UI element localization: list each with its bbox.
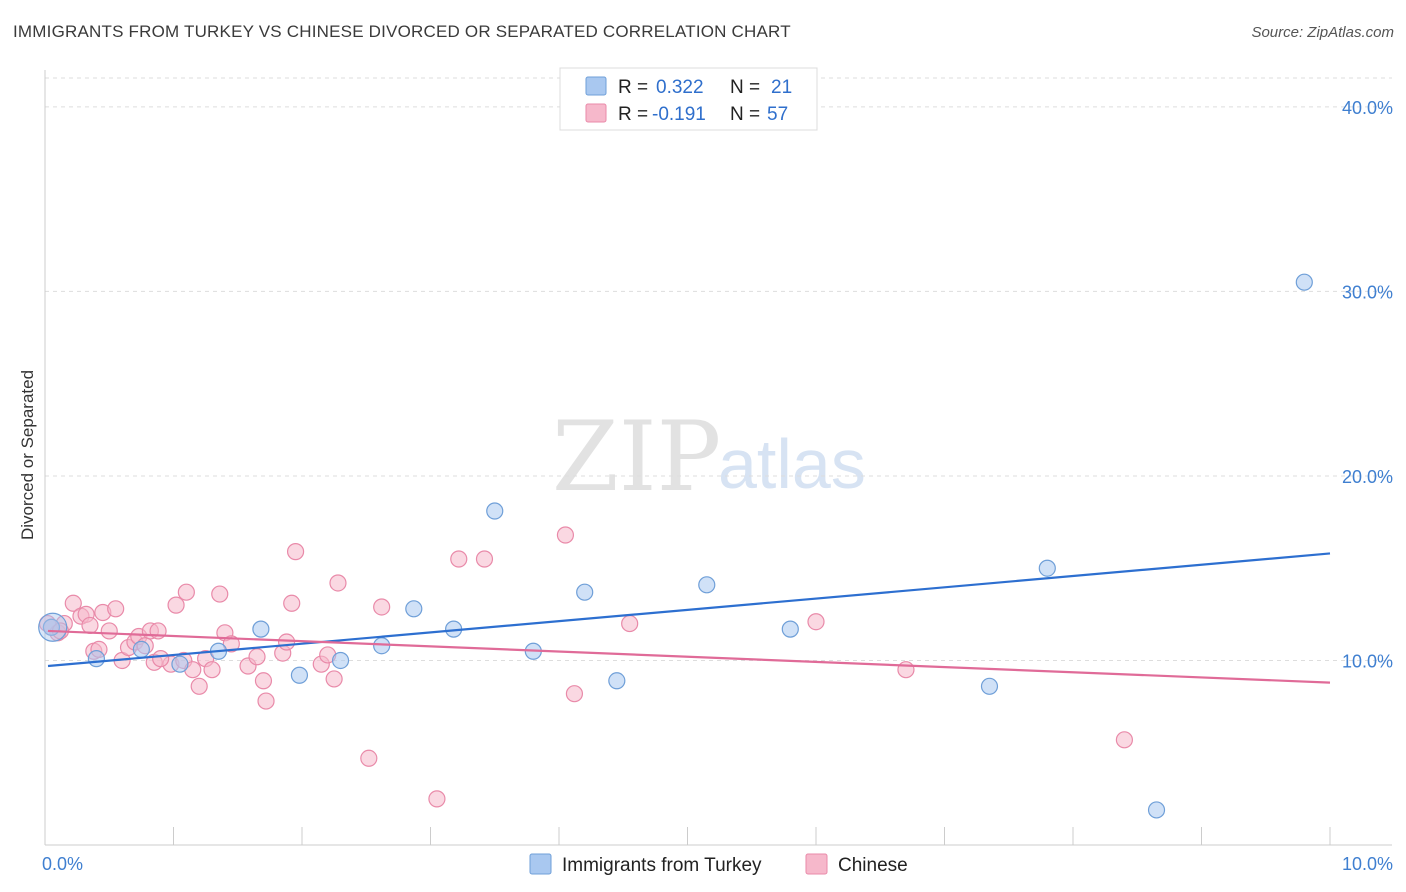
turkey-point-18 xyxy=(1038,559,1056,577)
y-tick-label-1: 20.0% xyxy=(1342,467,1393,487)
chinese-point-30 xyxy=(222,635,240,653)
chinese-point-53 xyxy=(1115,731,1134,749)
series-legend-swatch-chinese xyxy=(805,853,828,875)
legend-n-value-turkey: 21 xyxy=(771,77,792,98)
chinese-point-46 xyxy=(450,550,468,568)
legend-n-value-chinese: 57 xyxy=(767,104,788,125)
turkey-point-14 xyxy=(608,672,626,690)
chinese-point-28 xyxy=(211,585,229,603)
chinese-point-11 xyxy=(107,600,125,618)
chinese-point-27 xyxy=(203,661,221,679)
chinese-point-32 xyxy=(248,648,266,666)
legend-r-value-chinese: -0.191 xyxy=(652,104,706,125)
y-tick-label-3: 40.0% xyxy=(1342,98,1393,118)
chinese-point-44 xyxy=(373,598,391,616)
chinese-point-48 xyxy=(556,526,575,544)
series-legend-label-chinese: Chinese xyxy=(838,855,908,876)
series-legend: Immigrants from Turkey Chinese xyxy=(529,853,908,876)
turkey-point-19 xyxy=(1147,801,1166,819)
y-axis-label: Divorced or Separated xyxy=(18,370,37,540)
chinese-point-38 xyxy=(286,543,305,561)
y-tick-labels: 10.0% 20.0% 30.0% 40.0% xyxy=(1342,98,1393,672)
turkey-point-13 xyxy=(576,583,594,601)
chinese-point-42 xyxy=(329,574,347,592)
x-tick-label-1: 10.0% xyxy=(1342,854,1393,874)
legend-swatch-turkey xyxy=(585,76,607,96)
source-credit: Source: ZipAtlas.com xyxy=(1251,24,1394,41)
y-tick-label-2: 30.0% xyxy=(1342,282,1393,302)
legend-r-value-turkey: 0.322 xyxy=(656,77,704,98)
turkey-point-20 xyxy=(1295,273,1313,291)
chinese-point-23 xyxy=(177,583,195,601)
chinese-point-41 xyxy=(325,670,343,688)
chinese-point-3 xyxy=(64,594,82,612)
turkey-point-6 xyxy=(290,666,309,684)
turkey-point-7 xyxy=(331,651,350,670)
chinese-point-33 xyxy=(254,672,273,690)
turkey-point-2 xyxy=(132,640,150,659)
legend-swatch-chinese xyxy=(585,103,607,123)
trend-lines xyxy=(47,552,1331,684)
series-legend-swatch-turkey xyxy=(529,853,552,875)
chinese-point-21 xyxy=(167,596,185,614)
y-tick-label-0: 10.0% xyxy=(1342,651,1393,671)
chinese-point-25 xyxy=(190,677,208,695)
turkey-point-3 xyxy=(171,655,189,673)
turkey-point-11 xyxy=(486,502,504,520)
chinese-point-50 xyxy=(621,614,639,633)
turkey-point-17 xyxy=(980,677,999,695)
correlation-legend: R = 0.322 N = 21 R = -0.191 N = 57 xyxy=(559,67,818,131)
legend-r-label-chinese: R = xyxy=(618,104,648,125)
data-points xyxy=(38,273,1313,819)
turkey-cluster-point xyxy=(38,612,68,642)
chinese-point-37 xyxy=(283,594,301,612)
chinese-point-36 xyxy=(277,633,296,651)
x-tick-labels: 0.0% 10.0% xyxy=(42,854,1393,874)
turkey-point-5 xyxy=(252,620,270,638)
watermark-zip: ZIP xyxy=(552,401,721,513)
chinese-point-10 xyxy=(100,622,118,640)
trend-line-turkey xyxy=(47,552,1331,668)
turkey-point-1 xyxy=(87,650,106,668)
axes xyxy=(44,70,1392,846)
turkey-point-15 xyxy=(698,576,716,594)
chinese-point-49 xyxy=(565,685,584,703)
x-tick-label-0: 0.0% xyxy=(42,854,83,874)
chinese-point-6 xyxy=(81,616,99,635)
trend-line-chinese xyxy=(47,629,1331,684)
chinese-point-47 xyxy=(475,550,494,568)
chinese-point-34 xyxy=(257,692,275,710)
chinese-point-43 xyxy=(360,749,378,767)
turkey-point-9 xyxy=(405,600,423,618)
legend-n-label-turkey: N = xyxy=(730,77,760,98)
chinese-point-52 xyxy=(897,661,915,679)
legend-n-label-chinese: N = xyxy=(730,104,760,125)
gridlines xyxy=(45,77,1392,661)
chinese-point-45 xyxy=(428,790,446,808)
watermark-atlas: atlas xyxy=(718,425,866,503)
chinese-point-51 xyxy=(807,613,825,631)
series-legend-label-turkey: Immigrants from Turkey xyxy=(562,855,762,876)
legend-r-label-turkey: R = xyxy=(618,77,648,98)
turkey-point-16 xyxy=(781,620,799,638)
chinese-point-56 xyxy=(152,650,170,668)
chart-title: IMMIGRANTS FROM TURKEY VS CHINESE DIVORC… xyxy=(13,22,791,41)
